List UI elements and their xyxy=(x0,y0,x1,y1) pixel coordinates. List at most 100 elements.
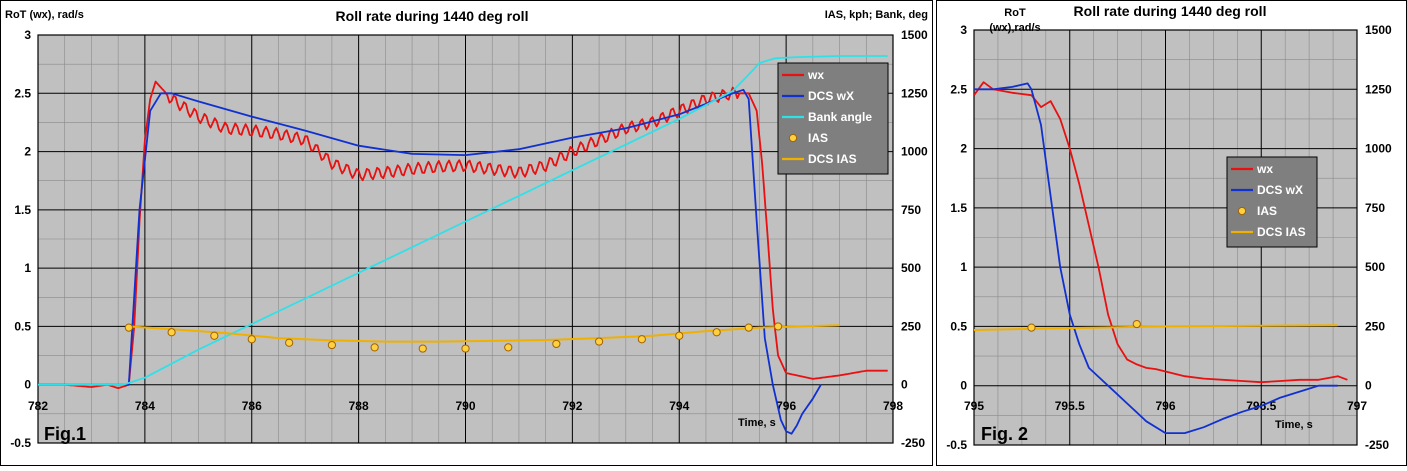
y2-tick-label: 0 xyxy=(1365,379,1372,393)
y-axis-label: RoT (wx),rad/s xyxy=(989,7,1040,34)
chart-1: 782 784 786 788 790 792 794 796 798 -0.5 0 0.5 1 1.5 2… xyxy=(0,0,933,466)
series-wx xyxy=(974,81,1348,384)
legend-item: DCS wX xyxy=(782,89,854,103)
y-tick-label: 2 xyxy=(960,142,967,156)
y-tick-label: 1 xyxy=(960,260,967,274)
series-dcs-wx xyxy=(38,88,822,435)
legend-item: IAS xyxy=(1237,204,1277,218)
series-dcs-ias xyxy=(974,324,1338,331)
legend-item: IAS xyxy=(788,131,828,145)
y-tick-label: 2.5 xyxy=(950,82,967,96)
y-tick-label: 1.5 xyxy=(14,203,31,217)
ias-point xyxy=(285,338,294,347)
y-axis-label: RoT (wx), rad/s xyxy=(5,9,84,21)
ias-point xyxy=(210,331,219,340)
ias-point xyxy=(712,328,721,337)
chart-title: Roll rate during 1440 deg roll xyxy=(336,8,529,24)
ias-point xyxy=(504,343,513,352)
y2-tick-label: 1500 xyxy=(1365,23,1392,37)
x-tick-label: 784 xyxy=(135,399,155,413)
y-tick-label: -0.5 xyxy=(10,436,31,450)
x-axis-label: Time, s xyxy=(1275,419,1313,431)
series-bank-angle xyxy=(38,55,888,386)
y2-tick-label: 0 xyxy=(901,378,908,392)
x-tick-label: 797 xyxy=(1347,399,1367,413)
y2-tick-label: -250 xyxy=(901,436,925,450)
ias-point xyxy=(124,323,133,332)
legend-item: Bank angle xyxy=(782,110,872,124)
y2-tick-label: 1000 xyxy=(1365,142,1392,156)
y-tick-label: -0.5 xyxy=(946,438,967,452)
y2-tick-label: 500 xyxy=(1365,260,1385,274)
y-tick-label: 0.5 xyxy=(14,319,31,333)
ias-point xyxy=(461,344,470,353)
legend-swatch xyxy=(788,133,798,143)
ias-point xyxy=(744,323,753,332)
x-tick-label: 798 xyxy=(883,399,903,413)
y2-tick-label: 1000 xyxy=(901,145,928,159)
chart-2: 795 795.5 796 796.5 797-0.500.511.522.53-250… xyxy=(936,0,1407,466)
ias-point xyxy=(675,331,684,340)
x-tick-label: 786 xyxy=(242,399,262,413)
series-dcs-wx xyxy=(974,82,1338,434)
x-tick-label: 795 xyxy=(964,399,984,413)
legend: wx DCS wX Bank angle IAS DCS IAS xyxy=(777,62,889,175)
legend-label: DCS wX xyxy=(808,89,854,103)
ias-point xyxy=(370,343,379,352)
legend-label: DCS IAS xyxy=(1257,225,1306,239)
legend-label: IAS xyxy=(808,131,828,145)
legend-label: wx xyxy=(1256,162,1273,176)
legend-label: DCS wX xyxy=(1257,183,1303,197)
x-tick-label: 792 xyxy=(562,399,582,413)
ias-point xyxy=(247,335,256,344)
ias-point xyxy=(1132,319,1141,329)
x-tick-label: 796 xyxy=(1155,399,1175,413)
y2-tick-label: 500 xyxy=(901,261,921,275)
y2-tick-label: 250 xyxy=(901,319,921,333)
legend-item: DCS IAS xyxy=(1231,225,1306,239)
y-tick-label: 1.5 xyxy=(950,201,967,215)
ias-point xyxy=(1027,323,1036,332)
y-tick-label: 2.5 xyxy=(14,86,31,100)
y2-tick-label: 250 xyxy=(1365,319,1385,333)
x-tick-label: 788 xyxy=(349,399,369,413)
ias-point xyxy=(552,339,561,349)
legend-label: IAS xyxy=(1257,204,1277,218)
y2-tick-label: 750 xyxy=(1365,201,1385,215)
x-tick-label: 790 xyxy=(455,399,475,413)
legend-swatch xyxy=(1237,206,1247,216)
minor-grid xyxy=(974,30,1357,445)
series-ias xyxy=(1027,319,1141,332)
ias-point xyxy=(774,322,783,331)
y-tick-label: 0.5 xyxy=(950,319,967,333)
y-tick-label: 2 xyxy=(24,145,31,159)
y-tick-label: 1 xyxy=(24,261,31,275)
figure-label: Fig. 2 xyxy=(981,424,1028,444)
x-axis-label: Time, s xyxy=(738,417,776,429)
legend-label: wx xyxy=(807,68,824,82)
y2-tick-label: 1250 xyxy=(901,86,928,100)
y2-tick-label: 1250 xyxy=(1365,82,1392,96)
chart-title: Roll rate during 1440 deg roll xyxy=(1074,3,1267,19)
figure-label: Fig.1 xyxy=(44,424,86,444)
legend-item: wx xyxy=(782,68,824,82)
ias-point xyxy=(327,340,337,350)
y-tick-label: 0 xyxy=(960,379,967,393)
y2-tick-label: -250 xyxy=(1365,438,1389,452)
y-tick-label: 0 xyxy=(24,378,31,392)
legend-item: DCS IAS xyxy=(782,152,857,166)
y2-axis-label: IAS, kph; Bank, deg xyxy=(825,9,928,21)
series-ias xyxy=(124,322,783,353)
y2-tick-label: 1500 xyxy=(901,28,928,42)
series-group xyxy=(974,81,1348,434)
x-tick-label: 794 xyxy=(669,399,689,413)
legend-box xyxy=(777,62,889,175)
x-tick-label: 796 xyxy=(776,399,796,413)
legend: wx DCS wX IAS DCS IAS xyxy=(1226,156,1318,248)
y-tick-label: 3 xyxy=(24,28,31,42)
ias-point xyxy=(594,337,604,346)
x-tick-label: 782 xyxy=(28,399,48,413)
legend-label: DCS IAS xyxy=(808,152,857,166)
